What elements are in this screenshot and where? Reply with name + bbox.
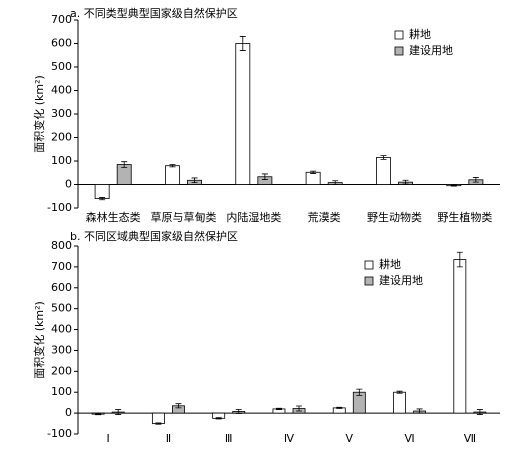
- legend-swatch: [394, 30, 404, 40]
- error-bar: [396, 390, 403, 394]
- x-tick-label: 荒漠类: [308, 210, 341, 224]
- y-tick-label: 500: [51, 302, 72, 315]
- y-axis-label: 面积变化 (km²): [32, 75, 46, 153]
- x-tick-label: 草原与草甸类: [151, 210, 217, 224]
- error-bar: [191, 177, 198, 184]
- y-tick-label: -100: [47, 427, 72, 440]
- error-bar: [175, 403, 182, 409]
- x-tick-label: 森林生态类: [86, 210, 141, 224]
- bar: [165, 165, 180, 185]
- y-tick-label: -100: [47, 201, 72, 214]
- y-tick-label: 300: [51, 107, 72, 120]
- y-tick-label: 200: [51, 364, 72, 377]
- error-bar: [169, 164, 176, 168]
- error-bar: [275, 407, 282, 410]
- y-tick-label: 400: [51, 84, 72, 97]
- error-bar: [235, 408, 242, 414]
- bar: [305, 171, 321, 185]
- bar: [235, 43, 251, 185]
- legend-label: 建设用地: [379, 273, 423, 287]
- error-bar: [450, 184, 457, 187]
- legend-label: 耕地: [379, 257, 401, 271]
- error-bar: [476, 409, 483, 415]
- error-bar: [402, 179, 409, 185]
- y-tick-label: 100: [51, 154, 72, 167]
- bar: [453, 259, 467, 414]
- x-tick-label: 野生植物类: [437, 210, 492, 224]
- y-tick-label: 100: [51, 385, 72, 398]
- y-tick-label: 600: [51, 37, 72, 50]
- error-bar: [416, 408, 423, 414]
- error-bar: [215, 417, 222, 420]
- y-tick-label: 700: [51, 260, 72, 273]
- error-bar: [99, 197, 106, 201]
- chart-title: a. 不同类型典型国家级自然保护区: [70, 6, 238, 20]
- error-bar: [456, 251, 463, 268]
- error-bar: [380, 155, 387, 160]
- bar: [376, 157, 391, 185]
- x-tick-label: Ⅳ: [284, 432, 295, 445]
- y-tick-label: 0: [65, 178, 72, 191]
- legend-swatch: [394, 46, 404, 56]
- y-axis-label: 面积变化 (km²): [32, 301, 46, 379]
- error-bar: [261, 173, 268, 180]
- y-tick-label: 500: [51, 60, 72, 73]
- error-bar: [296, 405, 303, 412]
- error-bar: [121, 161, 128, 168]
- y-tick-label: 800: [51, 239, 72, 252]
- error-bar: [356, 388, 363, 396]
- y-tick-label: 700: [51, 13, 72, 26]
- bar: [393, 391, 406, 414]
- legend-label: 建设用地: [409, 43, 453, 57]
- x-tick-label: Ⅴ: [346, 432, 354, 445]
- x-tick-label: Ⅶ: [464, 432, 476, 445]
- error-bar: [332, 180, 339, 185]
- y-tick-label: 400: [51, 323, 72, 336]
- legend-swatch: [364, 260, 374, 270]
- bar: [94, 184, 110, 199]
- chart-title: b. 不同区域典型国家级自然保护区: [70, 229, 238, 243]
- x-tick-label: Ⅵ: [404, 432, 414, 445]
- x-tick-label: Ⅱ: [166, 432, 171, 445]
- x-tick-label: Ⅰ: [107, 432, 110, 445]
- error-bar: [472, 177, 479, 183]
- error-bar: [336, 406, 343, 409]
- error-bar: [115, 409, 122, 415]
- y-tick-label: 0: [65, 406, 72, 419]
- x-tick-label: 内陆湿地类: [226, 210, 281, 224]
- legend-swatch: [364, 276, 374, 286]
- error-bar: [155, 422, 162, 425]
- error-bar: [239, 36, 246, 51]
- y-tick-label: 200: [51, 131, 72, 144]
- y-tick-label: 300: [51, 343, 72, 356]
- x-tick-label: 野生动物类: [367, 210, 422, 224]
- x-tick-label: Ⅲ: [225, 432, 233, 445]
- bar: [151, 412, 165, 424]
- y-tick-label: 600: [51, 281, 72, 294]
- error-bar: [310, 170, 317, 174]
- error-bar: [95, 413, 102, 416]
- legend-label: 耕地: [409, 27, 431, 41]
